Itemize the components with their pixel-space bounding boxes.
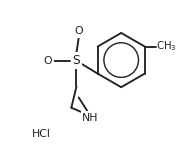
Text: HCl: HCl [32, 129, 51, 139]
Text: O: O [74, 26, 83, 37]
Text: CH$_3$: CH$_3$ [156, 40, 177, 53]
Text: O: O [44, 56, 52, 66]
Text: S: S [73, 54, 80, 67]
Text: NH: NH [82, 113, 99, 123]
